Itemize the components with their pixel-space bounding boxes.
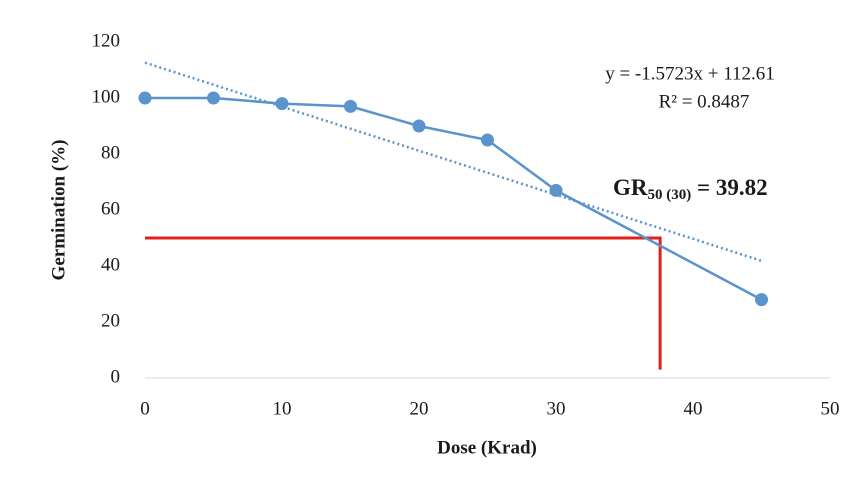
x-tick-label: 10	[273, 398, 292, 419]
trend-r2: R² = 0.8487	[659, 91, 750, 112]
x-tick-label: 30	[547, 398, 566, 419]
x-axis-label: Dose (Krad)	[437, 437, 537, 458]
gr-annotation: GR50 (30) = 39.82	[613, 175, 768, 203]
gr-base: GR	[613, 175, 648, 200]
x-tick-label: 50	[821, 398, 840, 419]
trend-equation: y = -1.5723x + 112.61	[605, 63, 775, 84]
x-tick-label: 20	[410, 398, 429, 419]
y-tick-label: 120	[92, 30, 121, 51]
y-tick-label: 60	[101, 198, 120, 219]
data-point	[412, 119, 426, 133]
data-point	[207, 91, 220, 105]
data-point	[549, 183, 563, 197]
x-tick-label: 0	[140, 398, 150, 419]
reference-line	[145, 236, 662, 370]
data-point	[138, 91, 152, 105]
y-axis-label: Germination (%)	[48, 140, 69, 281]
x-tick-label: 40	[684, 398, 703, 419]
series-line	[145, 96, 763, 301]
y-tick-label: 20	[101, 310, 120, 331]
data-point	[481, 133, 494, 147]
y-tick-label: 0	[111, 366, 121, 387]
gr-sub: 50 (30)	[648, 187, 692, 203]
y-tick-label: 40	[101, 254, 120, 275]
y-tick-label: 100	[92, 86, 121, 107]
y-tick-label: 80	[101, 142, 120, 163]
data-point	[275, 97, 289, 111]
data-point	[755, 293, 768, 307]
gr-rest: = 39.82	[691, 175, 767, 200]
data-point	[344, 99, 357, 113]
